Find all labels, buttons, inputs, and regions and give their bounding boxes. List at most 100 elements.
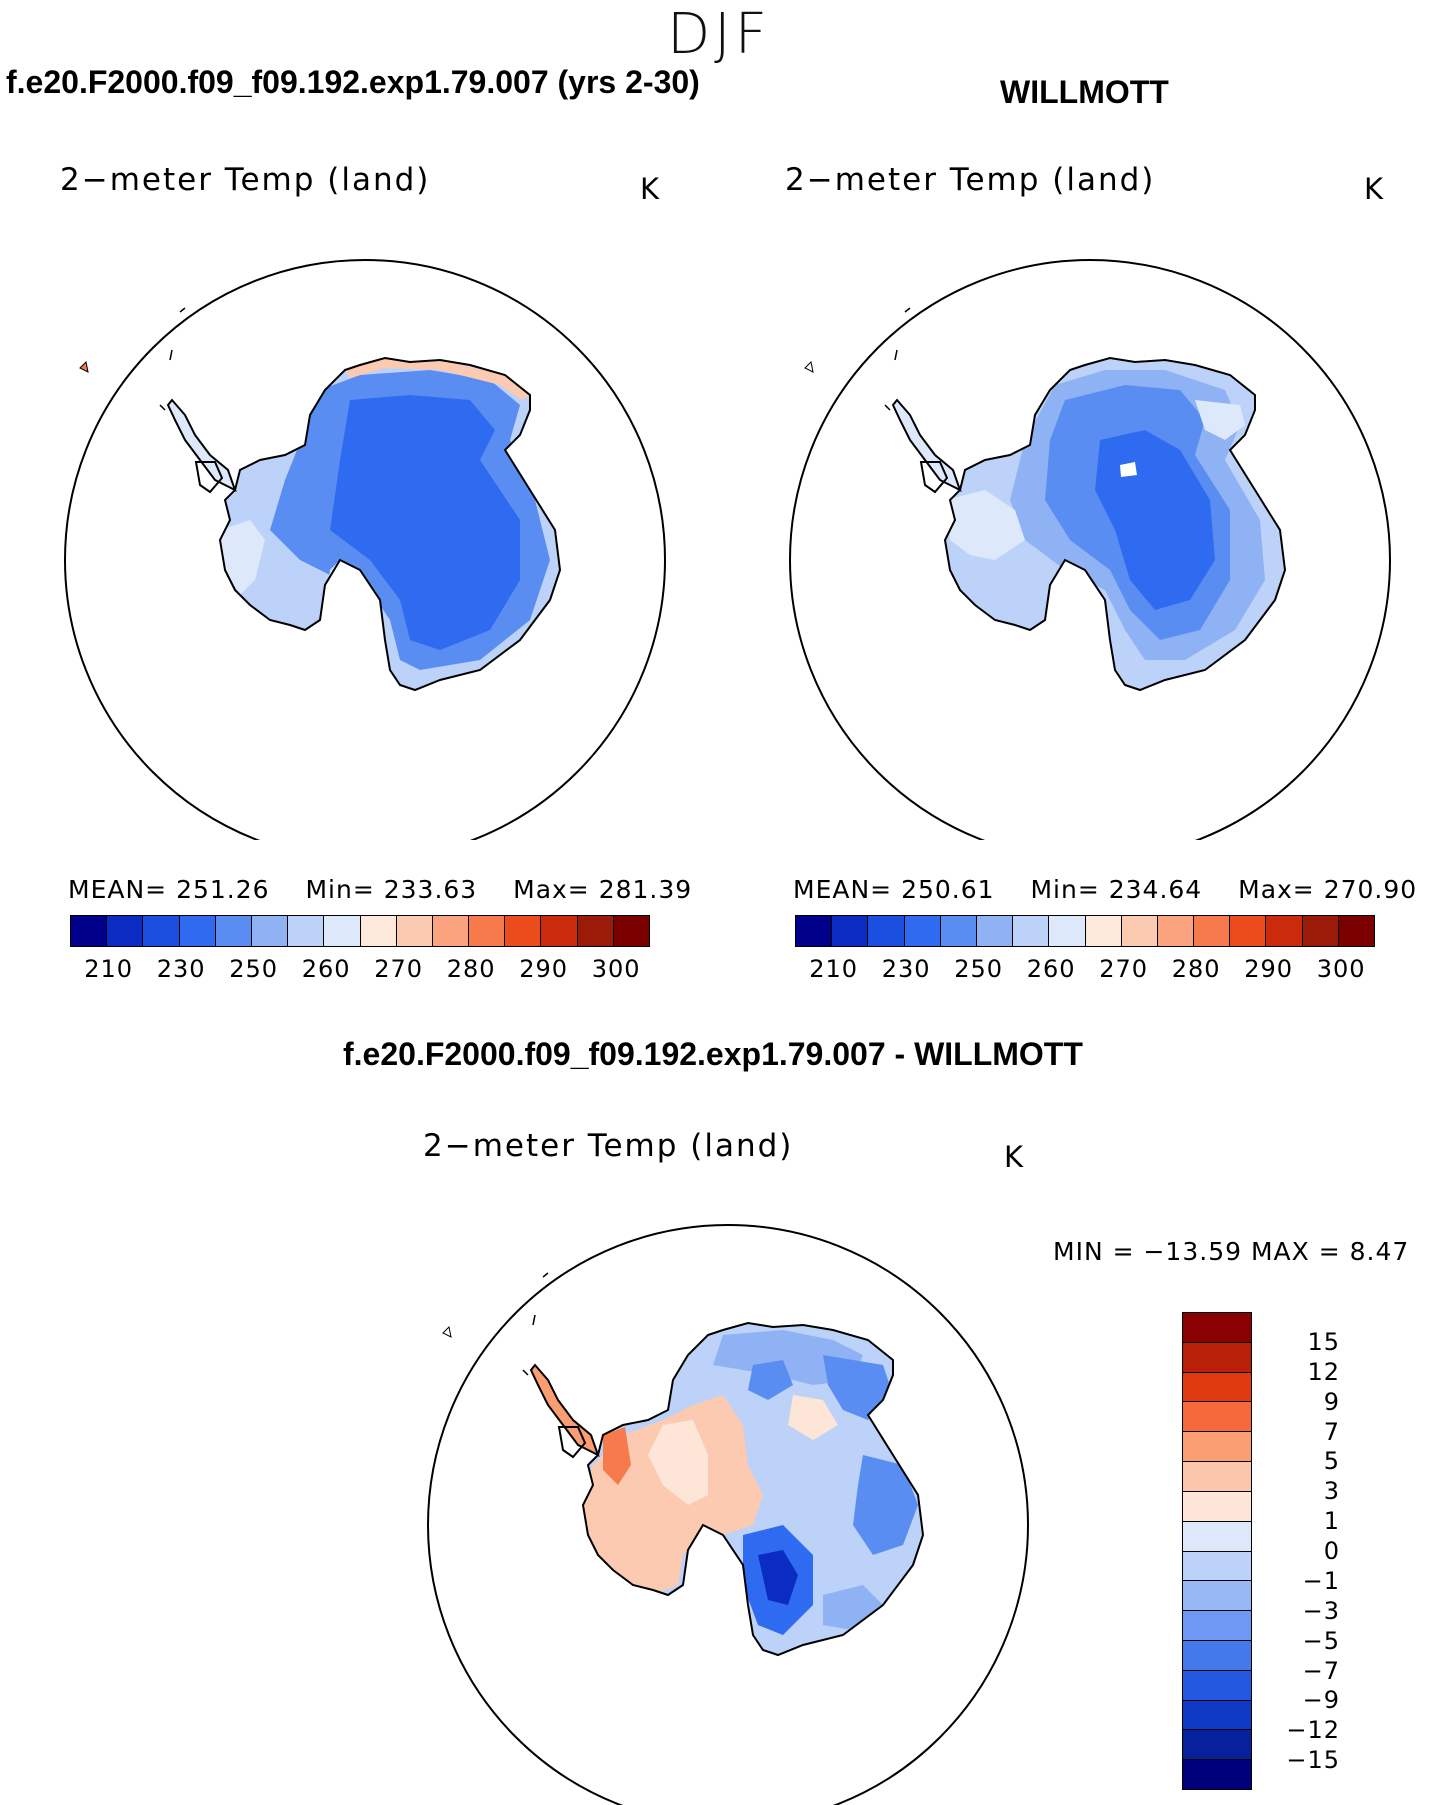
obs-stats: MEAN= 250.61 Min= 234.64 Max= 270.90 xyxy=(793,875,1417,904)
model-unit: K xyxy=(640,172,660,206)
diff-colorbar-swatch xyxy=(1183,1313,1251,1343)
obs-min-value: 234.64 xyxy=(1108,875,1203,904)
diff-colorbar-swatch xyxy=(1183,1670,1251,1701)
diff-colorbar-swatch xyxy=(1183,1730,1251,1761)
colorbar-swatch xyxy=(1230,916,1267,946)
colorbar-swatch xyxy=(868,916,905,946)
colorbar-swatch xyxy=(324,916,361,946)
colorbar-swatch xyxy=(577,916,614,946)
colorbar-swatch xyxy=(360,916,397,946)
colorbar-swatch xyxy=(288,916,325,946)
model-stats: MEAN= 251.26 Min= 233.63 Max= 281.39 xyxy=(68,875,692,904)
diff-colorbar-tick-label: 1 xyxy=(1323,1507,1340,1536)
colorbar-tick-label: 260 xyxy=(301,955,351,983)
obs-mean-label: MEAN= xyxy=(793,875,893,904)
model-max-value: 281.39 xyxy=(598,875,693,904)
diff-colorbar-swatch xyxy=(1183,1581,1251,1612)
colorbar-swatch xyxy=(1049,916,1086,946)
diff-colorbar-tick-label: −3 xyxy=(1302,1596,1340,1625)
diff-variable-title: 2−meter Temp (land) xyxy=(423,1128,794,1164)
diff-colorbar-tick-label: −5 xyxy=(1302,1626,1340,1655)
colorbar-tick-label: 230 xyxy=(881,955,931,983)
diff-colorbar-tick-label: −12 xyxy=(1286,1716,1340,1745)
diff-colorbar-swatch xyxy=(1183,1462,1251,1492)
colorbar-swatch xyxy=(251,916,289,946)
diff-colorbar-swatch xyxy=(1183,1700,1251,1731)
colorbar-swatch xyxy=(904,916,941,946)
obs-polar-map xyxy=(789,259,1391,840)
colorbar-swatch xyxy=(1266,916,1303,946)
colorbar-swatch xyxy=(541,916,578,946)
colorbar-swatch xyxy=(179,916,216,946)
colorbar-swatch xyxy=(1157,916,1195,946)
colorbar-swatch xyxy=(396,916,433,946)
colorbar-tick-label: 260 xyxy=(1026,955,1076,983)
obs-case-title: WILLMOTT xyxy=(1000,74,1169,110)
diff-colorbar-tick-label: −15 xyxy=(1286,1746,1340,1775)
diff-colorbar-labels: 15 12 9 7 5 3 1 0 −1 −3 −5 −7 −9 −12 −15 xyxy=(1260,1312,1340,1790)
diff-polar-map xyxy=(427,1224,1029,1805)
colorbar-tick-label: 290 xyxy=(1244,955,1294,983)
diff-colorbar-swatch xyxy=(1183,1640,1251,1671)
diff-colorbar-swatch xyxy=(1183,1342,1251,1373)
colorbar-swatch xyxy=(71,916,108,946)
season-title: DJF xyxy=(667,2,771,67)
colorbar-swatch xyxy=(1338,916,1374,946)
colorbar-swatch xyxy=(1085,916,1122,946)
colorbar-tick-label: 290 xyxy=(519,955,569,983)
colorbar-tick-label: 280 xyxy=(446,955,496,983)
diff-colorbar-tick-label: 3 xyxy=(1323,1477,1340,1506)
diff-colorbar-tick-label: 7 xyxy=(1323,1417,1340,1446)
colorbar-swatch xyxy=(613,916,649,946)
model-case-title: f.e20.F2000.f09_f09.192.exp1.79.007 (yrs… xyxy=(6,64,700,100)
model-mean-label: MEAN= xyxy=(68,875,168,904)
obs-colorbar xyxy=(795,915,1375,947)
diff-colorbar-swatch xyxy=(1183,1551,1251,1582)
diff-colorbar-swatch xyxy=(1183,1491,1251,1522)
diff-colorbar-tick-label: −7 xyxy=(1302,1656,1340,1685)
colorbar-swatch xyxy=(505,916,542,946)
obs-unit: K xyxy=(1364,172,1384,206)
colorbar-swatch xyxy=(432,916,470,946)
colorbar-tick-label: 270 xyxy=(374,955,424,983)
diff-colorbar-tick-label: 5 xyxy=(1323,1447,1340,1476)
colorbar-swatch xyxy=(832,916,869,946)
obs-max-value: 270.90 xyxy=(1323,875,1418,904)
diff-colorbar-swatch xyxy=(1183,1521,1251,1552)
colorbar-tick-label: 300 xyxy=(1316,955,1366,983)
diff-case-title: f.e20.F2000.f09_f09.192.exp1.79.007 - WI… xyxy=(343,1036,1083,1072)
obs-variable-title: 2−meter Temp (land) xyxy=(785,162,1156,198)
colorbar-swatch xyxy=(1013,916,1050,946)
model-mean-value: 251.26 xyxy=(176,875,270,904)
colorbar-tick-label: 300 xyxy=(591,955,641,983)
obs-max-label: Max= xyxy=(1238,875,1315,904)
model-min-value: 233.63 xyxy=(383,875,478,904)
diff-colorbar-tick-label: −1 xyxy=(1302,1566,1340,1595)
colorbar-swatch xyxy=(1121,916,1158,946)
colorbar-swatch xyxy=(469,916,506,946)
colorbar-swatch xyxy=(976,916,1014,946)
colorbar-tick-label: 230 xyxy=(156,955,206,983)
model-colorbar-labels: 210 230 250 260 270 280 290 300 xyxy=(70,955,650,985)
colorbar-tick-label: 250 xyxy=(229,955,279,983)
colorbar-tick-label: 270 xyxy=(1099,955,1149,983)
colorbar-swatch xyxy=(796,916,833,946)
colorbar-swatch xyxy=(940,916,977,946)
diff-colorbar-tick-label: −9 xyxy=(1302,1686,1340,1715)
colorbar-swatch xyxy=(107,916,144,946)
obs-colorbar-labels: 210 230 250 260 270 280 290 300 xyxy=(795,955,1375,985)
colorbar-tick-label: 250 xyxy=(954,955,1004,983)
colorbar-swatch xyxy=(215,916,252,946)
obs-min-label: Min= xyxy=(1030,875,1100,904)
colorbar-swatch xyxy=(1302,916,1339,946)
diff-colorbar-swatch xyxy=(1183,1760,1251,1789)
colorbar-tick-label: 210 xyxy=(809,955,859,983)
diff-unit: K xyxy=(1004,1140,1024,1174)
diff-colorbar-tick-label: 9 xyxy=(1323,1387,1340,1416)
diff-colorbar-tick-label: 15 xyxy=(1307,1327,1340,1356)
model-min-label: Min= xyxy=(305,875,375,904)
colorbar-tick-label: 280 xyxy=(1171,955,1221,983)
colorbar-tick-label: 210 xyxy=(84,955,134,983)
model-max-label: Max= xyxy=(513,875,590,904)
diff-colorbar xyxy=(1182,1312,1252,1790)
